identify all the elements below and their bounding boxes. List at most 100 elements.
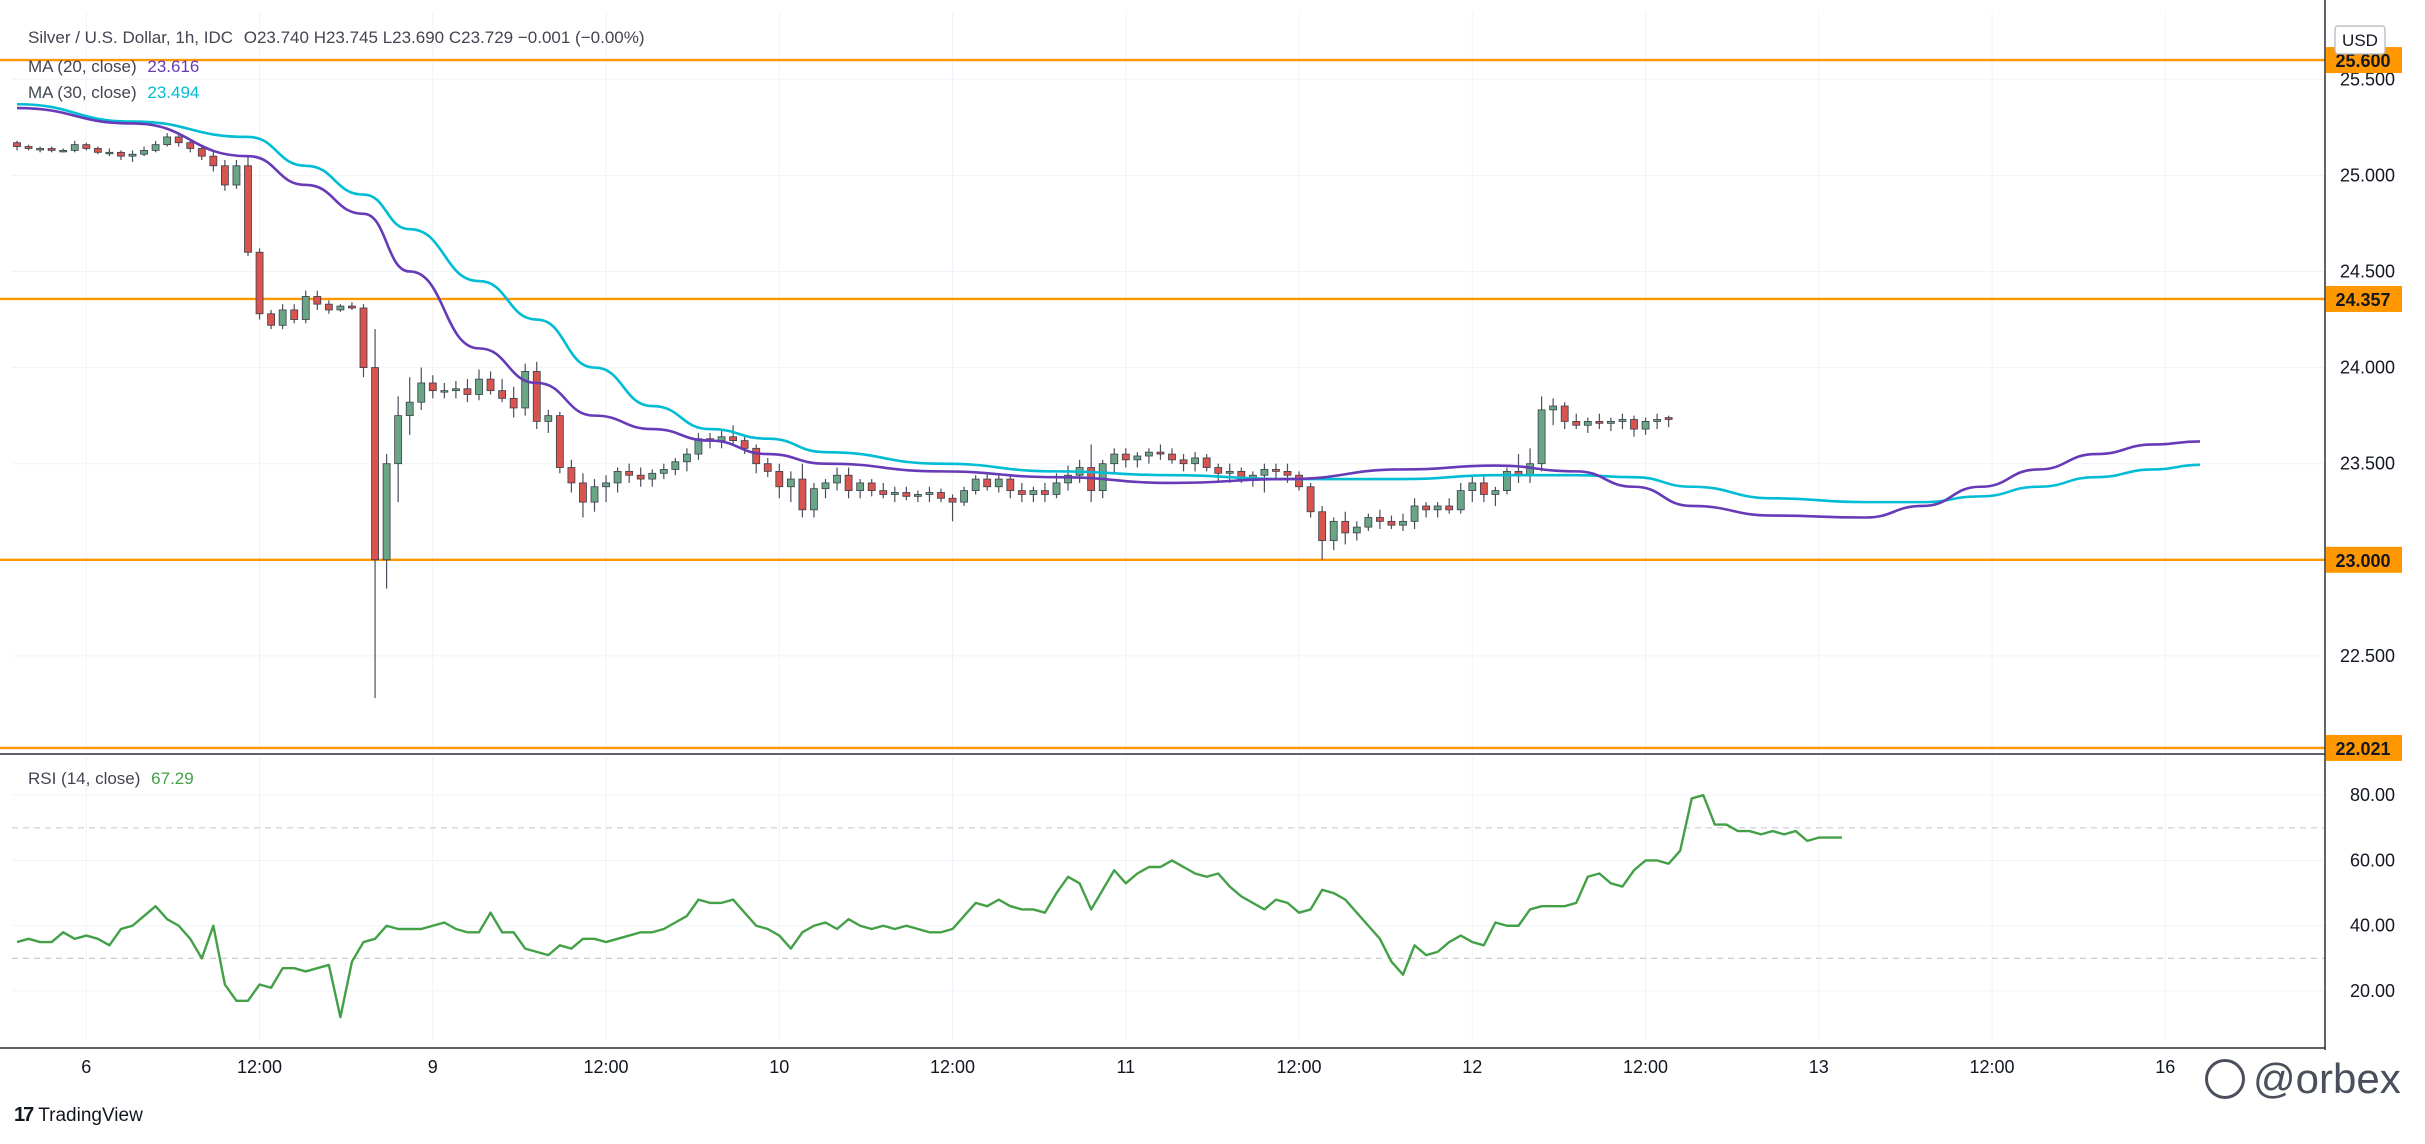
candle xyxy=(278,304,287,330)
candle-body xyxy=(1664,417,1673,420)
candle xyxy=(1145,448,1153,464)
candle-body xyxy=(579,482,587,503)
candle xyxy=(1664,415,1673,428)
candle-body xyxy=(1422,505,1430,511)
candle xyxy=(810,482,818,518)
candle xyxy=(1456,482,1465,514)
candle xyxy=(786,471,795,503)
candle-body xyxy=(1260,469,1269,476)
candle-body xyxy=(324,303,333,311)
candle xyxy=(336,304,345,312)
candle xyxy=(440,382,449,399)
candle-body xyxy=(590,486,599,503)
ma30-value: 23.494 xyxy=(147,83,200,102)
y-tick-label: 24.000 xyxy=(2340,358,2395,378)
candle xyxy=(1214,463,1223,483)
rsi-legend[interactable]: RSI (14, close) 67.29 xyxy=(28,769,194,789)
ma20-legend[interactable]: MA (20, close) 23.616 xyxy=(28,57,199,77)
candle-body xyxy=(1410,505,1419,522)
candle-body xyxy=(1133,455,1142,461)
candle-body xyxy=(1052,482,1061,495)
candle-body xyxy=(336,305,345,311)
candle-body xyxy=(1121,453,1130,461)
candle xyxy=(36,146,44,153)
y-tick-label: 25.000 xyxy=(2340,165,2395,185)
level-price-label: 22.021 xyxy=(2326,734,2402,761)
x-tick-label: 12:00 xyxy=(237,1057,282,1077)
candle-body xyxy=(960,490,968,503)
level-label-box xyxy=(2326,546,2402,573)
y-tick-label: 23.500 xyxy=(2340,454,2395,474)
candle-body xyxy=(1352,526,1361,534)
candle-body xyxy=(36,148,44,151)
candle xyxy=(255,248,264,320)
candle xyxy=(1387,515,1396,530)
candle-body xyxy=(1560,405,1569,422)
candle-body xyxy=(451,388,460,392)
ma30-line xyxy=(16,102,2200,504)
candle xyxy=(1133,452,1142,468)
candle xyxy=(1433,502,1442,518)
candle xyxy=(636,467,645,487)
ma20-label: MA (20, close) xyxy=(28,57,137,76)
candle xyxy=(1630,415,1638,437)
candle xyxy=(105,148,114,157)
candle-body xyxy=(475,378,483,395)
candle-body xyxy=(290,309,299,320)
candle-body xyxy=(359,307,368,368)
x-tick-label: 11 xyxy=(1116,1057,1135,1077)
candle-body xyxy=(1433,505,1442,511)
candle-body xyxy=(498,390,507,399)
candle xyxy=(1560,402,1569,430)
candle-body xyxy=(1572,421,1581,426)
candle-body xyxy=(59,149,68,153)
rsi-panel xyxy=(16,793,1842,1019)
candle-body xyxy=(1168,453,1176,461)
candle xyxy=(1618,413,1627,430)
candle-body xyxy=(775,470,784,488)
candle xyxy=(1029,486,1038,503)
candle xyxy=(1041,482,1049,503)
candle-body xyxy=(1041,490,1049,495)
candle xyxy=(555,411,564,474)
candle xyxy=(1272,463,1280,480)
candle-body xyxy=(151,144,160,151)
candle-body xyxy=(463,388,472,395)
candle xyxy=(301,290,310,324)
candle xyxy=(220,160,229,191)
candle-body xyxy=(752,447,761,465)
candle-body xyxy=(763,463,772,472)
tradingview-logo[interactable]: 17 TradingView xyxy=(14,1104,143,1127)
candle-body xyxy=(856,482,865,491)
candle xyxy=(856,479,865,499)
candle-body xyxy=(405,401,414,417)
symbol-title[interactable]: Silver / U.S. Dollar, 1h, IDC xyxy=(28,28,234,47)
x-tick-label: 9 xyxy=(428,1057,438,1077)
y-tick-label: 25.500 xyxy=(2340,69,2395,89)
ma20-line xyxy=(16,106,2200,519)
candle xyxy=(729,425,737,445)
candle-body xyxy=(313,296,322,305)
grid xyxy=(12,12,2325,1040)
ma30-legend[interactable]: MA (30, close) 23.494 xyxy=(28,83,199,103)
moving-averages xyxy=(16,102,2200,519)
candle-body xyxy=(209,155,218,167)
candle xyxy=(937,488,945,503)
candle-body xyxy=(602,482,610,488)
candle xyxy=(625,463,634,483)
candle-body xyxy=(509,397,518,409)
rsi-line xyxy=(16,793,1842,1019)
candle-body xyxy=(417,382,426,403)
candle xyxy=(1410,498,1419,530)
candle-body xyxy=(1283,470,1292,476)
candle-body xyxy=(1526,463,1534,476)
level-label-text: 25.600 xyxy=(2335,51,2390,71)
candle xyxy=(24,144,33,151)
candle-body xyxy=(278,309,287,326)
candle xyxy=(47,146,56,153)
candle xyxy=(833,467,841,491)
candle xyxy=(821,479,830,499)
candle xyxy=(579,473,587,518)
candle-body xyxy=(70,144,79,151)
candle xyxy=(948,494,957,522)
